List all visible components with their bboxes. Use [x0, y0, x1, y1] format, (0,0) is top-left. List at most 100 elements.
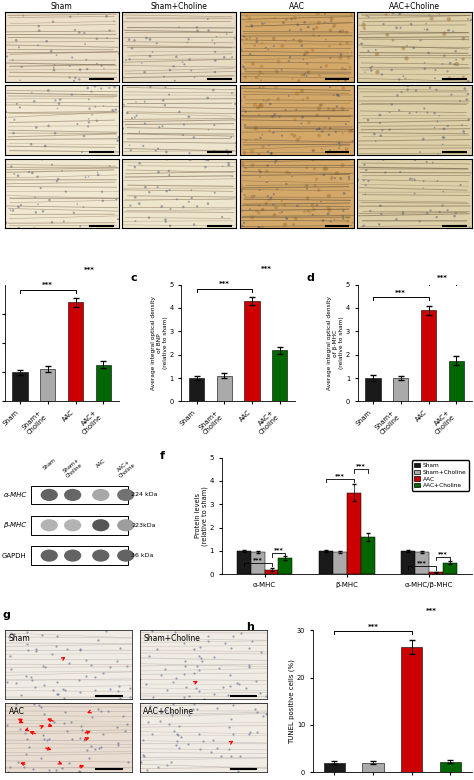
Text: ***: *** [437, 275, 448, 281]
Point [330, 20, 338, 32]
Point [157, 668, 164, 681]
Point [439, 58, 447, 70]
Point [259, 17, 266, 30]
Point [228, 170, 236, 183]
Point [166, 219, 174, 232]
Point [283, 13, 290, 26]
Point [335, 136, 343, 149]
Point [425, 47, 432, 59]
Point [16, 101, 24, 114]
Point [321, 8, 328, 20]
Point [298, 69, 306, 81]
Point [256, 184, 264, 197]
Point [13, 98, 20, 110]
Point [286, 167, 293, 179]
Point [252, 122, 259, 135]
Point [75, 73, 83, 86]
Point [392, 213, 400, 225]
Point [202, 161, 210, 173]
Point [280, 16, 288, 29]
Point [290, 218, 298, 231]
Point [31, 191, 39, 204]
Point [31, 681, 38, 693]
Text: 36 kDa: 36 kDa [131, 553, 154, 558]
Point [142, 677, 150, 690]
Point [268, 147, 275, 159]
Point [301, 16, 309, 29]
Point [100, 100, 108, 112]
Point [420, 102, 428, 115]
Point [330, 89, 337, 101]
Point [186, 154, 193, 166]
Point [156, 714, 164, 727]
Point [279, 40, 286, 52]
Point [204, 197, 212, 210]
Point [271, 12, 278, 24]
Text: Sham+
Choline: Sham+ Choline [62, 458, 84, 479]
Point [431, 72, 438, 84]
Point [3, 675, 10, 688]
Point [48, 216, 56, 229]
Point [311, 162, 319, 175]
Point [2, 217, 10, 229]
Point [149, 625, 156, 637]
Point [439, 138, 447, 151]
Point [72, 72, 79, 84]
Point [338, 25, 346, 37]
Point [436, 8, 443, 20]
Point [270, 33, 278, 45]
Point [227, 750, 235, 763]
Point [378, 69, 386, 81]
Point [372, 135, 380, 147]
Point [87, 658, 94, 671]
Point [163, 759, 171, 771]
Point [4, 766, 12, 778]
Point [458, 119, 466, 131]
Point [7, 627, 15, 640]
Point [54, 102, 61, 115]
Point [447, 88, 455, 101]
Point [63, 643, 71, 655]
Bar [31, 516, 128, 534]
Point [245, 661, 253, 673]
Point [58, 165, 66, 177]
Point [2, 105, 9, 118]
Point [167, 203, 174, 215]
Point [10, 114, 18, 126]
Point [40, 679, 48, 691]
Point [80, 129, 88, 142]
Title: AAC+Choline: AAC+Choline [389, 2, 440, 11]
Point [460, 32, 467, 44]
Point [320, 168, 328, 181]
Point [83, 63, 91, 76]
Point [432, 64, 439, 76]
Point [286, 51, 294, 63]
Point [282, 35, 289, 48]
Point [411, 174, 419, 186]
Point [163, 704, 170, 716]
Point [241, 189, 248, 201]
Point [309, 144, 317, 157]
Point [288, 12, 295, 25]
Point [291, 113, 299, 126]
Point [310, 154, 317, 166]
Point [127, 200, 134, 212]
Point [420, 175, 428, 187]
Bar [401, 551, 415, 574]
Point [159, 94, 167, 107]
Point [240, 104, 247, 116]
Point [259, 81, 267, 94]
Point [339, 212, 347, 225]
Point [242, 63, 249, 76]
Point [61, 717, 68, 729]
Point [184, 738, 191, 750]
Point [80, 734, 88, 746]
Point [328, 172, 335, 185]
Point [245, 641, 253, 654]
Point [253, 706, 260, 718]
Point [324, 146, 332, 158]
Point [282, 104, 289, 116]
Point [303, 58, 311, 70]
Point [28, 167, 36, 179]
Point [184, 630, 192, 643]
